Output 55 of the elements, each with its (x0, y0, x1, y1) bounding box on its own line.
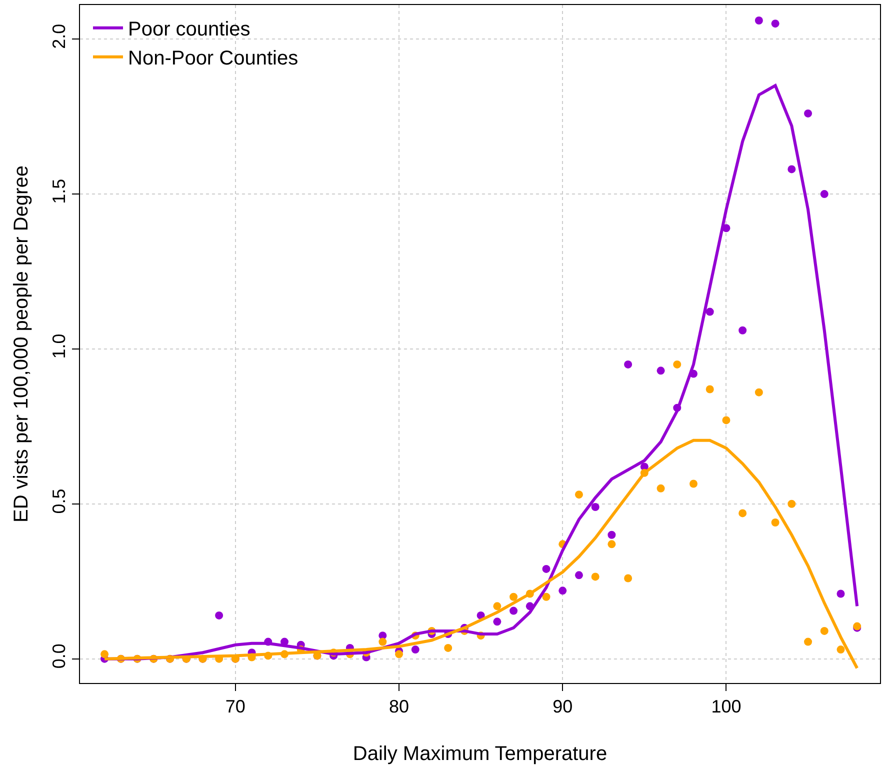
point (788, 165, 796, 174)
legend-label: Poor counties (128, 18, 250, 41)
point (656, 366, 665, 375)
point (574, 571, 583, 580)
y-tick-label: 2.0 (48, 24, 69, 49)
point (754, 388, 763, 396)
point (690, 480, 698, 488)
point (591, 572, 600, 581)
point (722, 416, 730, 424)
point (771, 20, 780, 28)
point (754, 16, 763, 24)
x-tick-label: 90 (552, 696, 573, 717)
y-tick-label: 0.0 (48, 644, 69, 669)
y-tick-label: 1.5 (48, 178, 69, 204)
point (558, 586, 567, 595)
point (493, 618, 502, 626)
point (836, 590, 845, 598)
y-axis-title: ED vists per 100,000 people per Degree (10, 166, 32, 522)
point (804, 109, 812, 118)
point (706, 308, 714, 316)
point (706, 385, 714, 394)
point (788, 500, 796, 508)
point (820, 190, 828, 198)
point (738, 326, 747, 334)
x-tick-label: 100 (711, 696, 742, 717)
point (624, 360, 632, 368)
point (215, 611, 224, 620)
y-tick-label: 1.0 (48, 334, 69, 359)
point (574, 490, 583, 499)
point (608, 540, 616, 548)
point (820, 626, 828, 635)
x-tick-label: 70 (225, 696, 246, 717)
point (510, 592, 518, 601)
point (804, 638, 812, 646)
legend-label: Non-Poor Counties (128, 48, 298, 70)
point (100, 650, 109, 658)
point (608, 530, 616, 539)
point (395, 650, 404, 658)
point (411, 646, 420, 654)
point (673, 360, 682, 368)
point (378, 638, 387, 646)
point (738, 509, 747, 518)
point (656, 484, 665, 492)
x-axis-title: Daily Maximum Temperature (352, 743, 608, 766)
point (836, 646, 845, 654)
point (444, 644, 452, 652)
y-tick-label: 0.5 (48, 488, 69, 514)
point (591, 502, 600, 511)
point (771, 518, 780, 526)
point (542, 592, 550, 601)
x-tick-label: 80 (389, 696, 410, 717)
point (510, 606, 518, 615)
point (624, 574, 632, 582)
point (542, 564, 550, 573)
point (493, 602, 502, 610)
